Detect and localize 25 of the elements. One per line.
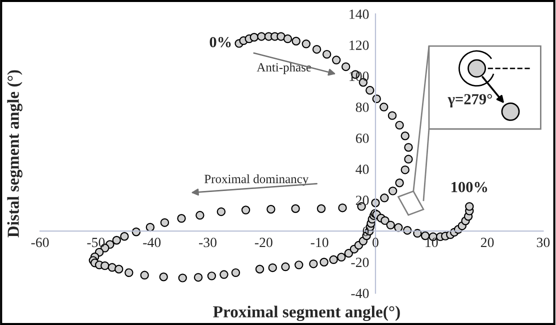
x-tick-label: 30 <box>536 238 550 248</box>
x-tick-label: 10 <box>426 238 438 248</box>
x-tick-label: 20 <box>480 238 494 248</box>
x-axis-title: Proximal segment angle(°) <box>213 306 400 321</box>
x-tick-label: -10 <box>310 238 328 248</box>
y-tick-label: 60 <box>356 134 369 144</box>
annotation: Anti-phase <box>256 62 312 74</box>
x-tick-label: 0 <box>372 238 378 248</box>
annotation: γ=279° <box>448 94 492 108</box>
y-axis-title: Distal segment angle (°) <box>7 70 22 238</box>
y-tick-label: -20 <box>351 258 369 268</box>
y-tick-label: 140 <box>350 10 369 19</box>
x-tick-label: -60 <box>31 238 49 248</box>
annotation: 0% <box>210 36 231 48</box>
y-tick-label: 80 <box>356 102 369 112</box>
annotation: Proximal dominancy <box>204 174 309 186</box>
y-tick-label: -40 <box>351 288 369 298</box>
y-tick-label: 40 <box>356 164 369 174</box>
y-tick-label: 20 <box>356 196 369 206</box>
x-tick-label: -50 <box>87 238 105 248</box>
x-tick-label: -30 <box>199 238 216 248</box>
x-tick-label: -40 <box>143 238 161 248</box>
annotation: 100% <box>452 182 488 192</box>
x-tick-label: -20 <box>254 238 272 248</box>
y-tick-label: 120 <box>350 40 369 50</box>
